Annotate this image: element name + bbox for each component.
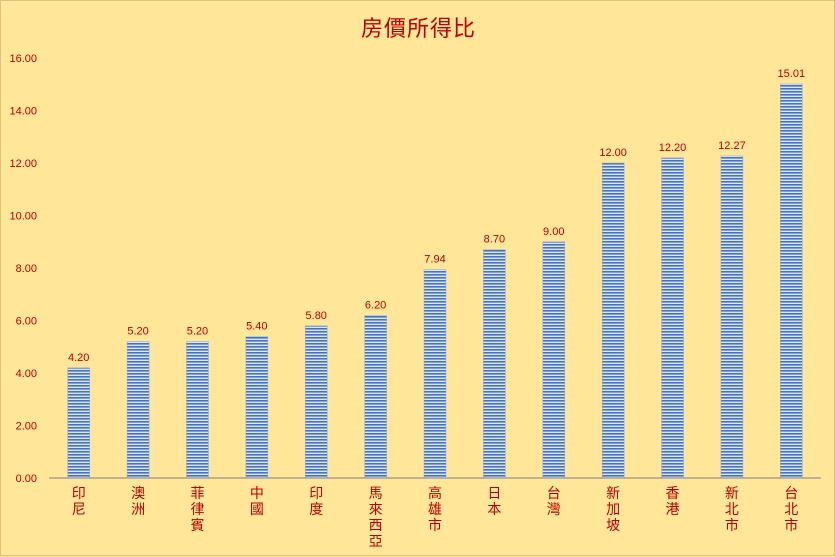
- bar: [67, 367, 90, 479]
- category-label-char: 新: [725, 486, 739, 502]
- category-label-char: 菲: [190, 486, 204, 502]
- category-label-char: 中: [250, 486, 264, 502]
- y-tick-label: 2.00: [16, 421, 37, 433]
- bar: [423, 269, 447, 479]
- category-label-char: 日: [487, 486, 501, 502]
- chart-title: 房價所得比: [360, 17, 476, 42]
- bar: [661, 157, 684, 479]
- category-label: 日本: [487, 486, 501, 518]
- bar: [542, 241, 566, 479]
- category-label-char: 香: [666, 486, 680, 502]
- category-label-char: 高: [428, 485, 442, 502]
- y-tick-label: 12.00: [9, 158, 37, 170]
- bar: [186, 341, 209, 479]
- data-label: 6.20: [365, 299, 386, 311]
- category-label-char: 西: [369, 518, 383, 534]
- category-label: 新北市: [725, 486, 739, 534]
- data-label: 5.40: [246, 320, 267, 332]
- y-tick-label: 14.00: [9, 106, 37, 118]
- category-label: 台北市: [784, 486, 798, 534]
- y-tick-label: 8.00: [16, 263, 37, 275]
- bar-series: [67, 83, 803, 479]
- data-labels: 4.20 5.20 5.20 5.40 5.80 6.20 7.94 8.70 9.00 12.0…: [68, 68, 805, 364]
- data-label: 12.00: [599, 147, 627, 159]
- data-label: 12.27: [718, 140, 746, 152]
- category-label-char: 本: [487, 502, 501, 518]
- category-label-char: 度: [309, 502, 323, 518]
- data-label: 5.80: [306, 310, 327, 322]
- data-label: 7.94: [424, 254, 445, 266]
- category-label-char: 加: [606, 502, 620, 518]
- category-label-char: 市: [784, 517, 798, 534]
- bar: [126, 341, 150, 479]
- data-label: 15.01: [778, 68, 806, 80]
- category-label-char: 律: [190, 502, 204, 518]
- category-label: 印度: [309, 486, 323, 518]
- category-label-char: 國: [250, 502, 264, 518]
- y-tick-label: 10.00: [9, 211, 37, 223]
- y-axis: 0.00 2.00 4.00 6.00 8.00 10.00 12.00 14.00 16.00: [9, 53, 37, 485]
- data-label: 9.00: [543, 226, 564, 238]
- category-label-char: 賓: [190, 517, 204, 534]
- bar: [483, 249, 506, 479]
- category-label: 菲律賓: [190, 486, 204, 534]
- category-label-char: 灣: [547, 502, 561, 518]
- category-label-char: 港: [666, 502, 680, 518]
- category-label: 澳洲: [131, 486, 145, 518]
- category-label: 高雄市: [428, 485, 442, 534]
- y-tick-label: 4.00: [16, 368, 37, 380]
- category-label-char: 北: [725, 502, 739, 518]
- category-label-char: 市: [428, 517, 442, 534]
- category-label: 新加坡: [606, 486, 620, 534]
- category-label: 印尼: [72, 486, 86, 518]
- category-label: 馬來西亞: [369, 486, 383, 550]
- y-tick-label: 0.00: [16, 473, 37, 485]
- category-label-char: 新: [606, 486, 620, 502]
- bar: [364, 315, 387, 479]
- category-label-char: 馬: [369, 486, 383, 502]
- category-label-char: 印: [309, 486, 323, 502]
- data-label: 4.20: [68, 352, 89, 364]
- category-label-char: 尼: [72, 502, 86, 518]
- category-label-char: 北: [784, 502, 798, 518]
- category-label: 香港: [666, 486, 680, 518]
- category-label-char: 來: [369, 502, 383, 518]
- category-label-char: 印: [72, 486, 86, 502]
- category-label-char: 洲: [131, 502, 145, 518]
- bar: [245, 336, 269, 479]
- category-label-char: 市: [725, 517, 739, 534]
- data-label: 5.20: [187, 326, 208, 338]
- y-tick-label: 16.00: [9, 53, 37, 65]
- bar: [304, 325, 328, 479]
- category-label-char: 坡: [606, 518, 620, 534]
- bar: [720, 155, 744, 479]
- category-label-char: 雄: [428, 502, 442, 518]
- data-label: 8.70: [484, 234, 505, 246]
- bar: [601, 162, 625, 479]
- data-label: 5.20: [127, 326, 148, 338]
- category-label-char: 澳: [131, 486, 145, 502]
- category-label-char: 亞: [369, 534, 383, 550]
- data-label: 12.20: [659, 142, 687, 154]
- category-label: 台灣: [547, 486, 561, 518]
- category-label-char: 台: [784, 486, 798, 502]
- category-label-char: 台: [547, 486, 561, 502]
- bar: [780, 83, 803, 479]
- y-tick-label: 6.00: [16, 316, 37, 328]
- category-label: 中國: [250, 486, 264, 518]
